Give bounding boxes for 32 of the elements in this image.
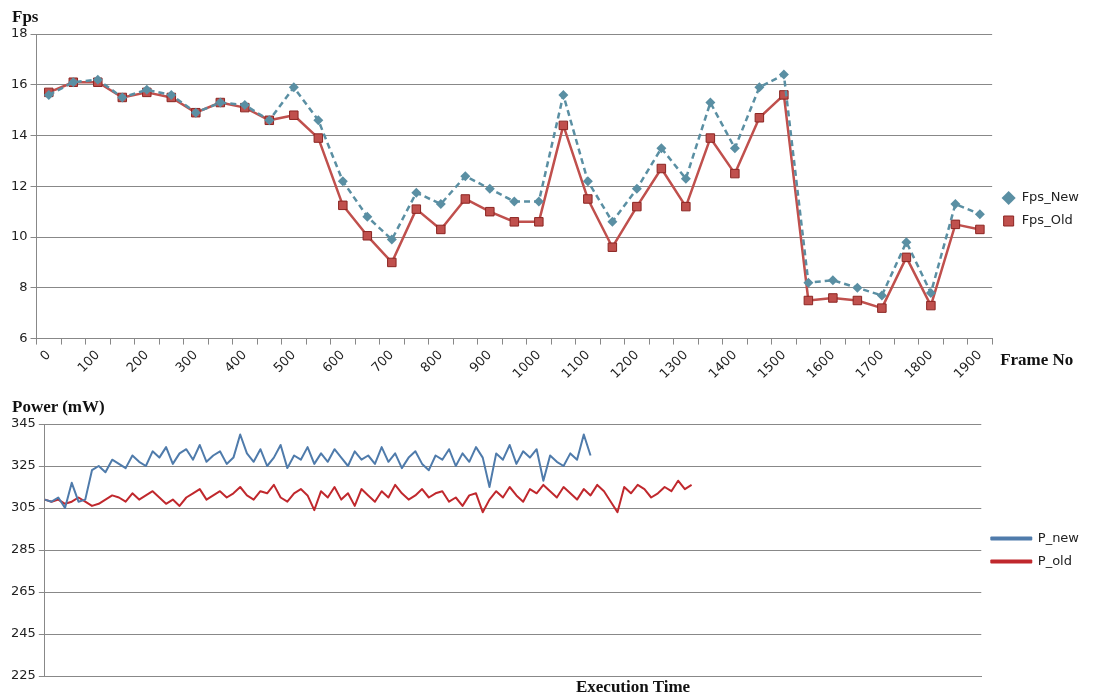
legend-label: P_new [1037, 529, 1080, 545]
y-tick-label: 345 [10, 415, 36, 431]
legend-label: Fps_Old [1021, 212, 1073, 228]
y-axis-title: Power (mW) [12, 396, 105, 416]
y-tick-label: 225 [10, 667, 36, 683]
x-tick-label: 300 [172, 346, 201, 376]
x-tick-label: 400 [221, 346, 250, 376]
y-tick-label: 245 [10, 625, 36, 641]
y-tick-label: 14 [11, 126, 28, 142]
x-axis-title: Execution Time [575, 676, 691, 696]
x-tick-label: 600 [319, 346, 348, 376]
y-tick-label: 12 [11, 177, 28, 193]
x-tick-label: 700 [368, 346, 397, 376]
y-tick-label: 285 [10, 541, 36, 557]
y-tick-label: 16 [11, 76, 28, 92]
x-tick-label: 500 [270, 346, 299, 376]
y-tick-label: 10 [11, 228, 28, 244]
x-tick-label: 200 [123, 346, 152, 376]
y-axis-title: Fps [12, 6, 39, 26]
y-tick-label: 6 [19, 329, 28, 345]
x-tick-label: 800 [417, 346, 446, 376]
legend-label: Fps_New [1021, 189, 1080, 205]
x-tick-label: 0 [36, 346, 54, 364]
y-tick-label: 325 [10, 457, 36, 473]
x-axis-title: Frame No [1000, 349, 1074, 369]
y-tick-label: 8 [19, 279, 28, 295]
y-tick-label: 18 [11, 25, 28, 41]
x-tick-label: 100 [74, 346, 103, 376]
legend-label: P_old [1037, 552, 1072, 568]
y-tick-label: 265 [10, 583, 36, 599]
y-tick-label: 305 [10, 499, 36, 515]
x-tick-label: 900 [466, 346, 495, 376]
